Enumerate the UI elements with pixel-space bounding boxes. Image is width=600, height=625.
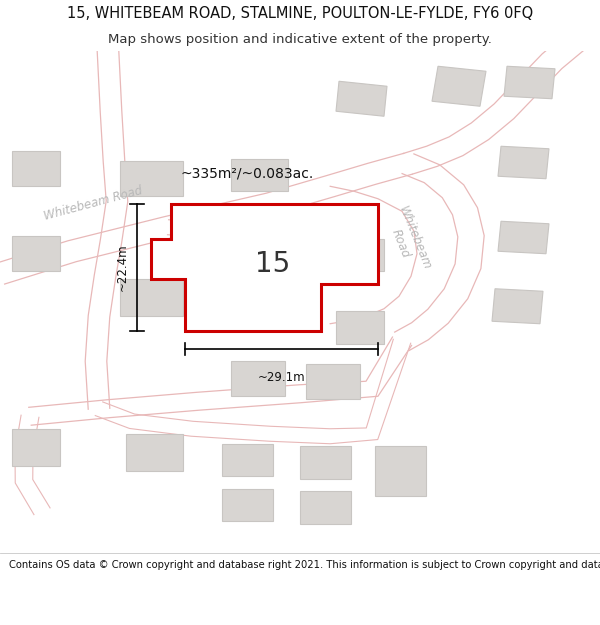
- Polygon shape: [375, 446, 426, 496]
- Text: Map shows position and indicative extent of the property.: Map shows position and indicative extent…: [108, 34, 492, 46]
- Polygon shape: [498, 146, 549, 179]
- Polygon shape: [432, 66, 486, 106]
- Polygon shape: [306, 364, 360, 399]
- Polygon shape: [12, 236, 60, 271]
- Text: 15, WHITEBEAM ROAD, STALMINE, POULTON-LE-FYLDE, FY6 0FQ: 15, WHITEBEAM ROAD, STALMINE, POULTON-LE…: [67, 6, 533, 21]
- Polygon shape: [336, 311, 384, 344]
- Polygon shape: [231, 159, 288, 191]
- Polygon shape: [120, 279, 183, 316]
- Text: 15: 15: [256, 250, 290, 278]
- Polygon shape: [300, 446, 351, 479]
- Text: ~22.4m: ~22.4m: [115, 244, 128, 291]
- Polygon shape: [222, 489, 273, 521]
- Polygon shape: [222, 444, 273, 476]
- Polygon shape: [336, 81, 387, 116]
- Polygon shape: [151, 204, 378, 331]
- Text: Whitebeam
Road: Whitebeam Road: [382, 204, 434, 278]
- Polygon shape: [498, 221, 549, 254]
- Polygon shape: [336, 239, 384, 271]
- Polygon shape: [504, 66, 555, 99]
- Text: ~29.1m: ~29.1m: [257, 371, 305, 384]
- Text: Contains OS data © Crown copyright and database right 2021. This information is : Contains OS data © Crown copyright and d…: [9, 560, 600, 570]
- Text: ~335m²/~0.083ac.: ~335m²/~0.083ac.: [180, 167, 313, 181]
- Polygon shape: [120, 161, 183, 196]
- Text: Whitebeam Road: Whitebeam Road: [42, 184, 144, 223]
- Polygon shape: [126, 434, 183, 471]
- Polygon shape: [492, 289, 543, 324]
- Polygon shape: [300, 491, 351, 524]
- Polygon shape: [12, 429, 60, 466]
- Polygon shape: [231, 361, 285, 396]
- Polygon shape: [12, 151, 60, 186]
